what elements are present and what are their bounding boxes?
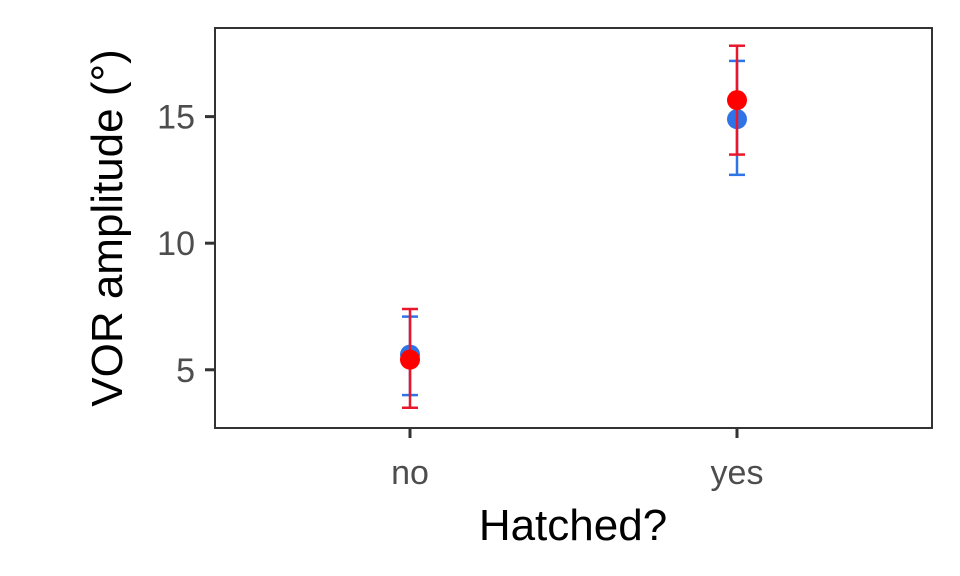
data-point bbox=[727, 90, 747, 111]
series-2-mark bbox=[727, 44, 747, 156]
x-axis-title: Hatched? bbox=[479, 501, 667, 550]
x-tick-label: yes bbox=[711, 454, 764, 492]
data-point bbox=[400, 349, 420, 370]
series-2-mark bbox=[400, 307, 420, 409]
plot-panel bbox=[214, 27, 933, 429]
x-tick-label: no bbox=[391, 454, 429, 492]
y-tick-label: 10 bbox=[157, 225, 195, 263]
y-tick-label: 15 bbox=[157, 99, 195, 137]
data-marks bbox=[400, 44, 747, 409]
y-tick-label: 5 bbox=[176, 352, 195, 390]
y-axis: 5 10 15 bbox=[157, 99, 215, 390]
y-axis-title: VOR amplitude (°) bbox=[83, 49, 132, 406]
x-axis: no yes bbox=[391, 428, 763, 492]
